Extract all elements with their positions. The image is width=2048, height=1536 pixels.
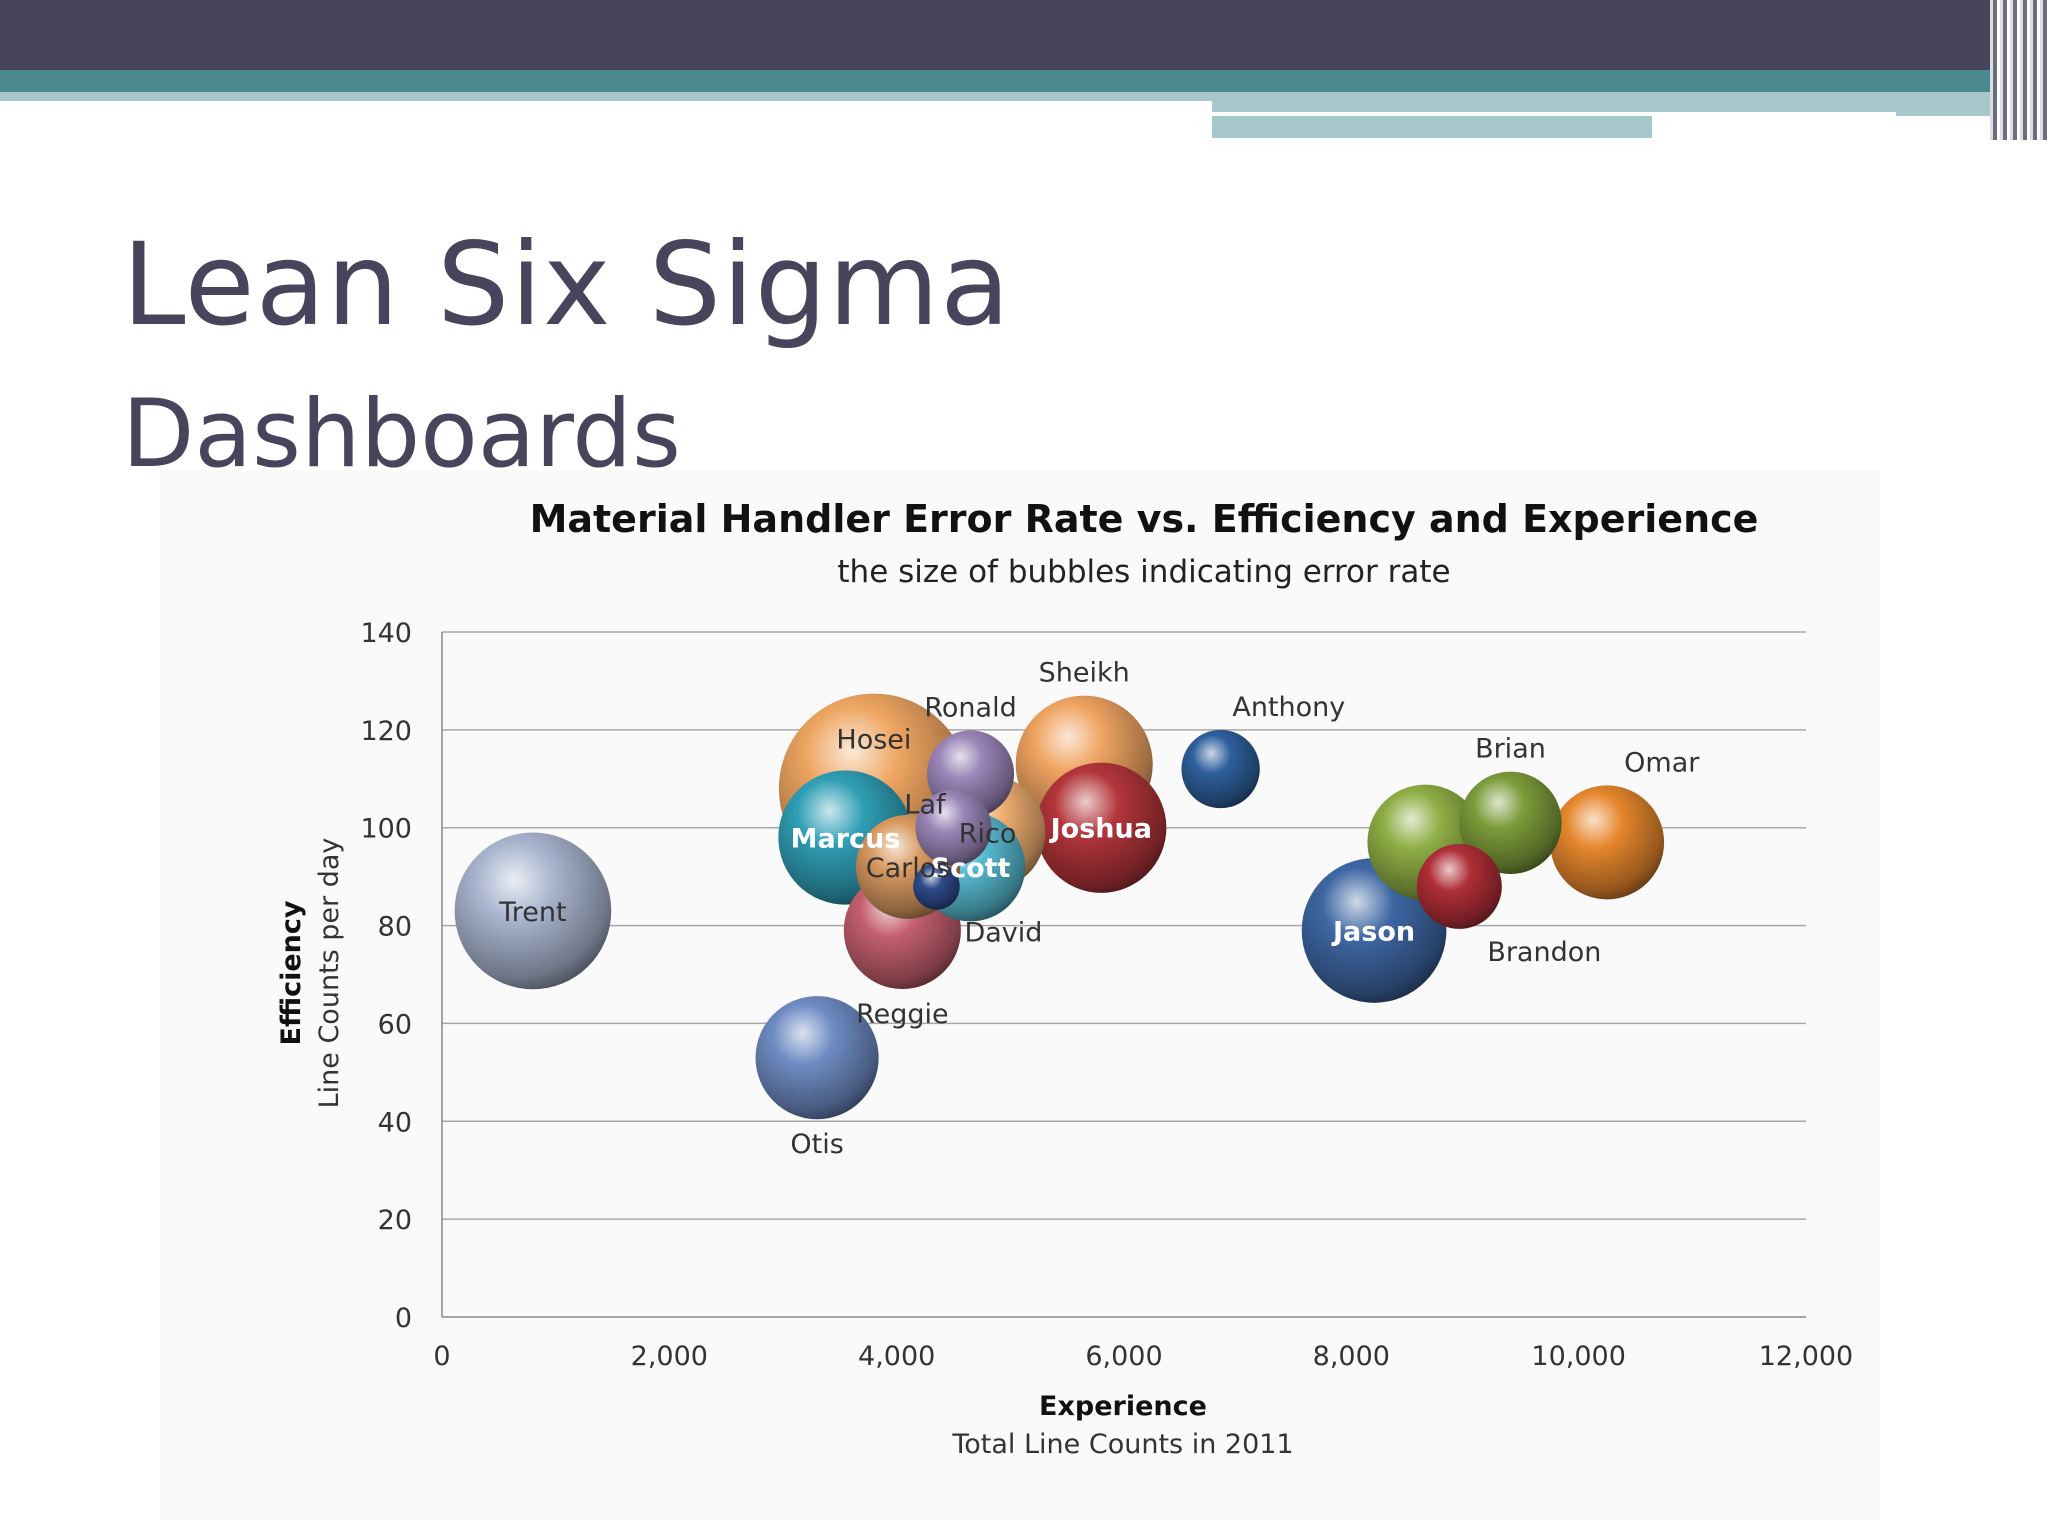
bubble-joshua xyxy=(1036,762,1167,893)
y-tick-label: 0 xyxy=(395,1303,412,1334)
bubble-label-rico: Rico xyxy=(959,819,1017,850)
bubble-laf xyxy=(915,789,992,866)
chart-subtitle: the size of bubbles indicating error rat… xyxy=(837,554,1450,590)
x-tick-label: 12,000 xyxy=(1759,1341,1853,1372)
bubble-label-trent: Trent xyxy=(498,897,566,928)
bubble-label-brandon: Brandon xyxy=(1487,937,1601,968)
y-tick-label: 40 xyxy=(378,1107,412,1138)
bubble-label-carlos: Carlos xyxy=(866,853,951,884)
bubble-label-david: David xyxy=(964,918,1042,949)
header-accent-right-lower xyxy=(1212,116,1652,138)
x-tick-label: 10,000 xyxy=(1531,1341,1625,1372)
bubble-label-sheikh: Sheikh xyxy=(1039,658,1130,689)
bubble-otis xyxy=(755,996,879,1120)
axes: 0 20 40 60 80 100 120 140 0 2,000 4,000 6,000 8,000 1… xyxy=(360,618,1853,1372)
bubble-label-hosei: Hosei xyxy=(836,725,911,756)
bubble-label-brian: Brian xyxy=(1475,734,1546,765)
x-tick-label: 2,000 xyxy=(631,1341,708,1372)
bubble-label-otis: Otis xyxy=(790,1129,843,1160)
bubble-label-scott: Scott xyxy=(931,853,1011,884)
slide-title: Lean Six Sigma xyxy=(122,218,1012,351)
y-axis-subtitle: Line Counts per day xyxy=(314,838,345,1109)
header-edge-stripes xyxy=(1990,0,2048,140)
bubble-label-jason: Jason xyxy=(1331,916,1415,947)
bubble-chart: Material Handler Error Rate vs. Efficien… xyxy=(276,497,1853,1460)
y-tick-label: 100 xyxy=(360,814,412,845)
bubble-label-marcus: Marcus xyxy=(791,824,901,855)
y-tick-label: 60 xyxy=(378,1009,412,1040)
bubble-label-reggie: Reggie xyxy=(856,999,949,1030)
bubble-label-ronald: Ronald xyxy=(924,692,1016,723)
bubble-label-omar: Omar xyxy=(1624,747,1700,778)
y-tick-label: 80 xyxy=(378,912,412,943)
bubbles xyxy=(454,693,1665,1120)
x-axis-title: Experience xyxy=(1039,1391,1207,1422)
header-accent-line xyxy=(1212,112,1896,116)
y-tick-label: 140 xyxy=(360,618,412,649)
x-tick-label: 8,000 xyxy=(1313,1341,1390,1372)
y-axis-title: Efficiency xyxy=(276,900,307,1045)
bubble-brandon xyxy=(1416,843,1502,929)
bubble-label-anthony: Anthony xyxy=(1232,692,1345,723)
header-bar-light xyxy=(0,92,1212,101)
chart-panel: Material Handler Error Rate vs. Efficien… xyxy=(160,470,1880,1520)
bubble-brian xyxy=(1459,771,1562,874)
chart-title: Material Handler Error Rate vs. Efficien… xyxy=(530,497,1759,541)
bubble-trent xyxy=(454,832,612,990)
header-bar-dark xyxy=(0,0,2048,70)
y-tick-label: 20 xyxy=(378,1205,412,1236)
bubble-label-joshua: Joshua xyxy=(1049,814,1152,845)
bubble-david xyxy=(913,863,960,910)
x-tick-label: 0 xyxy=(433,1341,450,1372)
header-bar-teal xyxy=(0,70,2048,92)
bubble-labels: Hosei Trent Jason Sheikh Marcus Joshua Otis Reg… xyxy=(498,658,1700,1161)
x-tick-label: 6,000 xyxy=(1085,1341,1162,1372)
x-tick-label: 4,000 xyxy=(858,1341,935,1372)
bubble-label-laf: Laf xyxy=(904,790,947,821)
bubble-omar xyxy=(1550,785,1665,900)
y-tick-label: 120 xyxy=(360,716,412,747)
bubble-anthony xyxy=(1181,729,1260,809)
slide-subtitle: Dashboards xyxy=(122,380,681,489)
x-axis-subtitle: Total Line Counts in 2011 xyxy=(951,1429,1293,1460)
